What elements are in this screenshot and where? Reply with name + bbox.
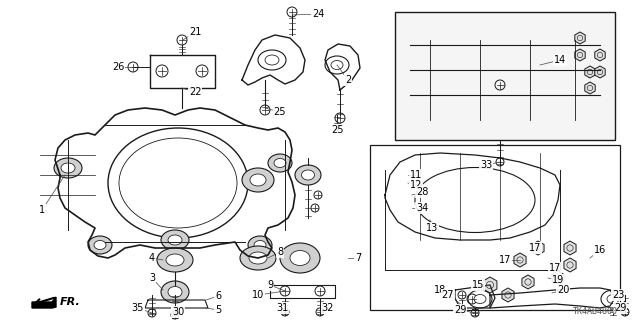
Text: 27: 27 [442, 290, 454, 300]
Text: 5: 5 [215, 305, 221, 315]
Text: 2: 2 [345, 75, 351, 85]
Text: 32: 32 [322, 303, 334, 313]
Text: 31: 31 [276, 303, 288, 313]
Ellipse shape [290, 251, 310, 266]
Ellipse shape [157, 248, 193, 272]
Ellipse shape [254, 241, 266, 250]
Polygon shape [522, 275, 534, 289]
Text: 26: 26 [112, 62, 124, 72]
Polygon shape [575, 32, 585, 44]
Text: 24: 24 [312, 9, 324, 19]
Text: 16: 16 [594, 245, 606, 255]
Text: 22: 22 [189, 87, 201, 97]
Bar [370, 145, 620, 310]
Ellipse shape [415, 167, 535, 233]
Ellipse shape [161, 230, 189, 250]
Text: 21: 21 [189, 27, 201, 37]
Bar [395, 12, 615, 140]
Polygon shape [532, 241, 544, 255]
Text: 4: 4 [149, 253, 155, 263]
Text: TK4AB4800: TK4AB4800 [573, 308, 618, 316]
Text: 17: 17 [529, 243, 541, 253]
Ellipse shape [168, 235, 182, 245]
Ellipse shape [242, 168, 274, 192]
Ellipse shape [166, 254, 184, 266]
Text: 3: 3 [149, 273, 155, 283]
Polygon shape [502, 288, 514, 302]
Text: 17: 17 [499, 255, 511, 265]
Ellipse shape [61, 163, 75, 173]
Ellipse shape [240, 246, 276, 270]
Text: 19: 19 [552, 275, 564, 285]
Ellipse shape [268, 154, 292, 172]
Text: 11: 11 [410, 170, 422, 180]
Text: 10: 10 [252, 290, 264, 300]
Text: 25: 25 [274, 107, 286, 117]
Text: 23: 23 [612, 290, 624, 300]
Text: 7: 7 [355, 253, 361, 263]
Text: 20: 20 [557, 285, 569, 295]
Text: 18: 18 [434, 285, 446, 295]
Text: 29: 29 [454, 305, 466, 315]
Polygon shape [32, 297, 56, 308]
Polygon shape [595, 66, 605, 78]
Polygon shape [483, 277, 497, 293]
Polygon shape [595, 49, 605, 61]
Text: 1: 1 [39, 205, 45, 215]
Text: 15: 15 [472, 280, 484, 290]
Polygon shape [514, 253, 526, 267]
Text: 29: 29 [614, 303, 626, 313]
Text: 9: 9 [267, 280, 273, 290]
Polygon shape [552, 271, 564, 285]
Text: 33: 33 [480, 160, 492, 170]
Text: 8: 8 [277, 247, 283, 257]
Polygon shape [564, 241, 576, 255]
Ellipse shape [280, 243, 320, 273]
Ellipse shape [168, 286, 182, 298]
Ellipse shape [94, 241, 106, 250]
Ellipse shape [607, 294, 619, 303]
Polygon shape [575, 49, 585, 61]
Text: FR.: FR. [60, 297, 81, 307]
Polygon shape [585, 66, 595, 78]
Ellipse shape [248, 236, 272, 254]
Ellipse shape [108, 128, 248, 238]
Text: 28: 28 [416, 187, 428, 197]
Text: 12: 12 [410, 180, 422, 190]
Ellipse shape [295, 165, 321, 185]
Polygon shape [564, 258, 576, 272]
Text: 30: 30 [172, 307, 184, 317]
Text: 34: 34 [416, 203, 428, 213]
Polygon shape [585, 82, 595, 94]
Ellipse shape [301, 170, 314, 180]
Ellipse shape [331, 60, 343, 69]
Ellipse shape [161, 281, 189, 303]
Ellipse shape [249, 252, 267, 264]
Ellipse shape [54, 158, 82, 178]
Ellipse shape [274, 158, 286, 167]
Ellipse shape [265, 55, 279, 65]
Ellipse shape [250, 174, 266, 186]
Text: 35: 35 [132, 303, 144, 313]
Text: 13: 13 [426, 223, 438, 233]
Text: 25: 25 [332, 125, 344, 135]
Text: 17: 17 [549, 263, 561, 273]
Ellipse shape [474, 294, 486, 303]
Text: 14: 14 [554, 55, 566, 65]
Ellipse shape [88, 236, 112, 254]
Text: 6: 6 [215, 291, 221, 301]
